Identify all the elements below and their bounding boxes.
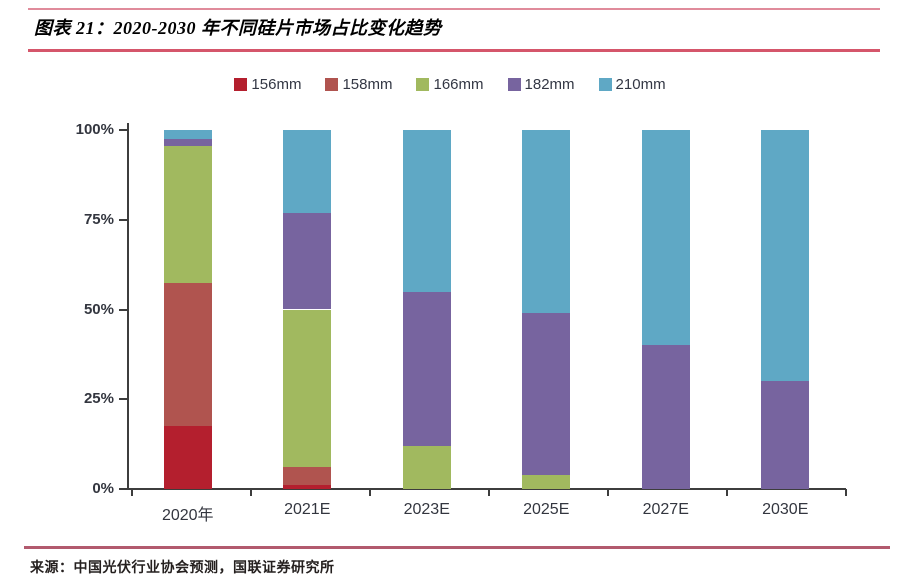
bar-segment-2020年-158mm xyxy=(163,282,212,427)
legend-swatch-icon xyxy=(598,78,612,91)
bar-segment-2030E-182mm xyxy=(761,381,810,489)
x-axis-line xyxy=(127,488,846,490)
legend-item-210mm: 210mm xyxy=(598,76,666,93)
x-axis-label: 2025E xyxy=(523,501,570,518)
bar-segment-2025E-182mm xyxy=(522,313,571,475)
bar-segment-2025E-166mm xyxy=(522,474,571,489)
bar-segment-2027E-182mm xyxy=(641,345,690,489)
bar-segment-2021E-166mm xyxy=(283,309,332,468)
y-axis-label: 50% xyxy=(83,300,114,318)
x-axis-tick xyxy=(607,489,609,496)
legend-item-166mm: 166mm xyxy=(416,76,484,93)
y-axis-tick xyxy=(119,308,128,311)
y-axis-label: 25% xyxy=(83,390,114,408)
source-note: 来源：中国光伏行业协会预测，国联证券研究所 xyxy=(30,561,335,576)
bar-segment-2023E-210mm xyxy=(402,130,451,292)
bar-segment-2021E-182mm xyxy=(283,212,332,310)
bar-segment-2025E-210mm xyxy=(522,130,571,314)
legend-swatch-icon xyxy=(325,78,339,91)
y-axis-tick xyxy=(119,218,128,221)
bar-segment-2020年-156mm xyxy=(163,426,212,489)
figure-title: 图表 21：2020-2030 年不同硅片市场占比变化趋势 xyxy=(34,18,442,38)
y-axis-tick xyxy=(119,129,128,131)
y-axis-label: 100% xyxy=(75,121,114,138)
y-axis-label: 75% xyxy=(83,210,114,228)
legend-swatch-icon xyxy=(507,78,521,91)
legend-label: 156mm xyxy=(251,76,302,93)
bar-segment-2020年-210mm xyxy=(163,130,212,139)
x-axis-tick xyxy=(845,489,847,496)
legend-label: 166mm xyxy=(433,76,484,93)
x-axis-label: 2023E xyxy=(403,501,450,518)
x-axis-label: 2027E xyxy=(642,501,689,518)
chart-legend: 156mm 158mm 166mm 182mm 210mm xyxy=(0,76,900,93)
top-divider xyxy=(28,8,880,10)
x-axis-label: 2030E xyxy=(762,501,809,518)
y-axis-tick xyxy=(119,488,128,490)
bar-segment-2021E-210mm xyxy=(283,130,332,213)
y-axis-label: 0% xyxy=(92,480,114,497)
x-axis-label: 2021E xyxy=(284,501,331,518)
legend-item-158mm: 158mm xyxy=(325,76,392,93)
legend-item-182mm: 182mm xyxy=(507,76,575,93)
x-axis-tick xyxy=(726,489,728,496)
y-axis-line xyxy=(127,123,129,490)
legend-label: 158mm xyxy=(342,76,393,93)
bar-segment-2021E-156mm xyxy=(283,485,332,489)
legend-label: 210mm xyxy=(615,76,666,93)
y-axis-tick xyxy=(119,398,128,401)
x-axis-tick xyxy=(488,489,490,496)
legend-swatch-icon xyxy=(234,78,248,91)
x-axis-label: 2020年 xyxy=(161,507,214,524)
x-axis-tick xyxy=(131,489,133,496)
legend-label: 182mm xyxy=(524,76,575,93)
bar-segment-2023E-182mm xyxy=(402,291,451,446)
footer-divider xyxy=(24,546,890,549)
title-divider xyxy=(28,49,880,52)
bar-segment-2021E-158mm xyxy=(283,467,332,486)
bar-segment-2020年-182mm xyxy=(163,138,212,147)
x-axis-tick xyxy=(369,489,371,496)
bar-segment-2023E-166mm xyxy=(402,445,451,489)
bar-segment-2027E-210mm xyxy=(641,130,690,346)
bar-segment-2030E-210mm xyxy=(761,130,810,382)
x-axis-tick xyxy=(250,489,252,496)
legend-item-156mm: 156mm xyxy=(234,76,301,93)
legend-swatch-icon xyxy=(416,78,430,91)
bar-segment-2020年-166mm xyxy=(163,146,212,283)
